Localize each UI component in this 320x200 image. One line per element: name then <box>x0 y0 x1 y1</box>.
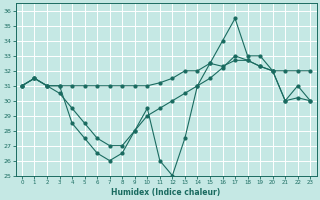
X-axis label: Humidex (Indice chaleur): Humidex (Indice chaleur) <box>111 188 221 197</box>
